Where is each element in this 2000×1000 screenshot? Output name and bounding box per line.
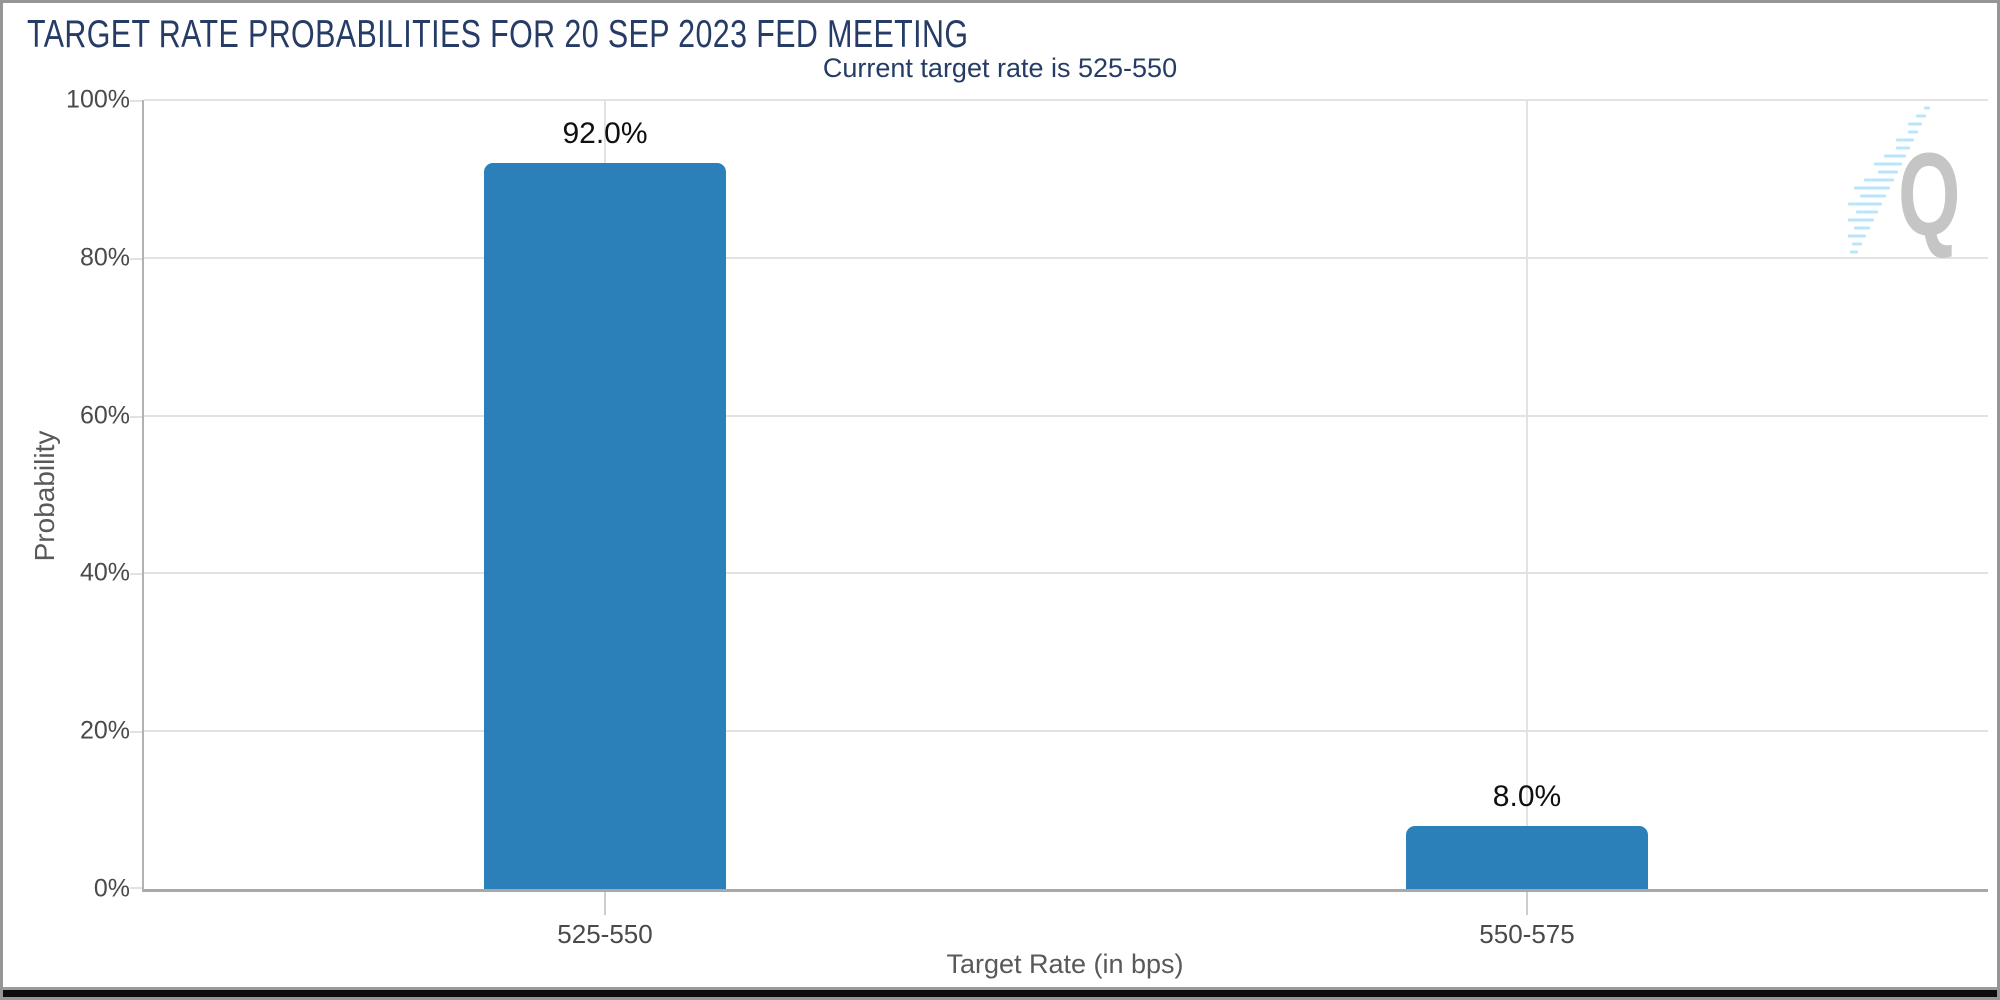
plot-area: 0% 20% 40% 60% 80% 100% 92.0% 525-550 8.0% 550-57… bbox=[66, 86, 1988, 949]
y-tick-label: 20% bbox=[79, 716, 130, 745]
x-tick-mark bbox=[1526, 892, 1528, 915]
x-tick-label: 550-575 bbox=[1479, 919, 1575, 949]
y-tick-mark bbox=[130, 257, 142, 260]
y-tick-mark bbox=[130, 415, 142, 418]
y-tick-mark bbox=[130, 731, 142, 734]
bottom-divider bbox=[3, 987, 1997, 990]
y-gridline bbox=[144, 99, 1988, 101]
y-gridline bbox=[144, 572, 1988, 575]
x-gridline bbox=[1526, 100, 1528, 889]
y-tick-mark bbox=[130, 100, 142, 102]
x-tick-mark bbox=[604, 892, 606, 915]
bar-value-label: 92.0% bbox=[562, 117, 648, 151]
bar-value-label: 8.0% bbox=[1492, 779, 1562, 813]
x-tick-label: 525-550 bbox=[557, 919, 653, 949]
probability-bar[interactable] bbox=[1406, 825, 1648, 889]
y-tick-mark bbox=[130, 573, 142, 576]
y-gridline bbox=[144, 730, 1988, 733]
svg-text:Q: Q bbox=[1898, 130, 1960, 261]
y-tick-label: 60% bbox=[79, 401, 130, 430]
y-tick-label: 100% bbox=[66, 85, 130, 114]
chart-title: TARGET RATE PROBABILITIES FOR 20 SEP 202… bbox=[27, 13, 969, 56]
quandl-watermark-icon: Q bbox=[1848, 106, 1960, 261]
bottom-bar bbox=[3, 990, 1997, 997]
probability-bar[interactable] bbox=[484, 163, 726, 889]
y-gridline bbox=[144, 256, 1988, 259]
y-axis-title: Probability bbox=[29, 430, 60, 562]
y-gridline bbox=[144, 414, 1988, 417]
y-tick-label: 0% bbox=[93, 874, 130, 903]
y-tick-label: 80% bbox=[79, 243, 130, 272]
y-tick-label: 40% bbox=[79, 558, 130, 587]
x-axis-title: Target Rate (in bps) bbox=[946, 949, 1184, 979]
y-tick-mark bbox=[130, 887, 142, 889]
chart-subtitle: Current target rate is 525-550 bbox=[822, 53, 1178, 83]
